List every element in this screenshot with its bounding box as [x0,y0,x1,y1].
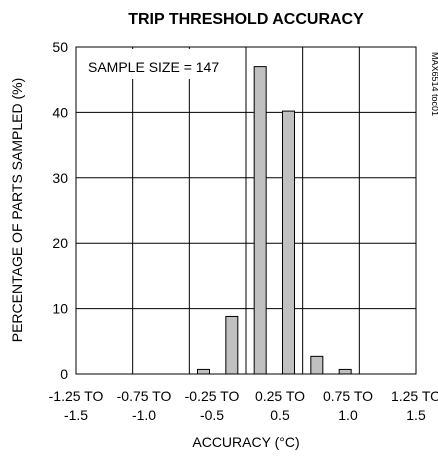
y-tick-label: 10 [52,301,68,317]
sample-size-annotation: SAMPLE SIZE = 147 [88,59,219,75]
y-tick-labels: 0 10 20 30 40 50 [52,39,68,382]
y-tick-label: 40 [52,104,68,120]
bar [225,315,239,375]
x-tick-labels: -1.25 TO -1.5 -0.75 TO -1.0 -0.25 TO -0.5 0.25… [49,388,438,423]
plot-frame [75,46,417,375]
annotation-box [78,49,220,79]
x-tick-label: -0.5 [200,407,224,423]
chart-title: TRIP THRESHOLD ACCURACY [128,11,364,28]
bar [338,368,352,375]
y-tick-label: 30 [52,170,68,186]
x-tick-label: 0.5 [270,407,290,423]
x-tick-label: -1.25 TO [49,388,104,404]
x-tick-label: 1.25 TO [391,388,438,404]
grid [76,47,416,374]
bar [310,355,324,375]
bar [253,66,267,375]
x-tick-label: -1.0 [132,407,156,423]
part-code-label: MAX6514 toc01 [430,52,438,116]
bar [282,110,295,375]
x-tick-label: 1.0 [338,407,358,423]
y-tick-label: 50 [52,39,68,55]
x-tick-label: 0.75 TO [323,388,373,404]
x-tick-label: -1.5 [64,407,88,423]
x-tick-label: 1.5 [406,407,426,423]
x-tick-label: 0.25 TO [255,388,305,404]
x-axis-label: ACCURACY (°C) [192,434,299,450]
x-tick-label: -0.75 TO [117,388,172,404]
y-tick-label: 20 [52,235,68,251]
bar [197,368,210,375]
y-tick-label: 0 [60,366,68,382]
y-axis-label: PERCENTAGE OF PARTS SAMPLED (%) [9,78,25,343]
x-tick-label: -0.25 TO [185,388,240,404]
